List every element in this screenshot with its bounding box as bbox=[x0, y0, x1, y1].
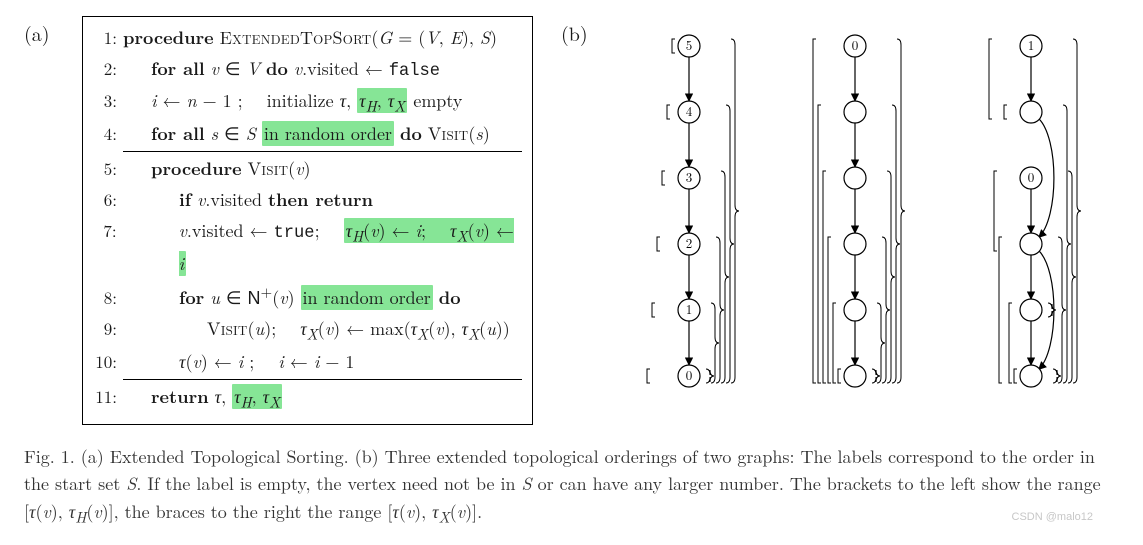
line-body: return τ, τH, τX bbox=[123, 382, 282, 415]
panel-a-label: (a) bbox=[24, 18, 58, 425]
graphs-panel: 5 4 3 2 1 0 0 1 0 bbox=[619, 16, 1119, 425]
svg-text:1: 1 bbox=[686, 299, 693, 318]
panel-b-label: (b) bbox=[561, 18, 595, 425]
line-number: 9: bbox=[93, 314, 117, 343]
line-body: procedure ExtendedTopSort(G = (V, E), S) bbox=[123, 23, 497, 54]
algorithm-box: 1:procedure ExtendedTopSort(G = (V, E), … bbox=[82, 16, 533, 425]
svg-text:5: 5 bbox=[686, 35, 693, 54]
algo-line: 5:procedure Visit(v) bbox=[93, 154, 522, 185]
line-body: τ(v) ← i ; i ← i − 1 bbox=[123, 347, 354, 378]
algo-line: 2:for all v ∈ V do v.visited ← false bbox=[93, 54, 522, 86]
line-body: for all s ∈ S in random order do Visit(s… bbox=[123, 119, 490, 150]
algo-line: 9:Visit(u); τX(v) ← max(τX(v), τX(u)) bbox=[93, 314, 522, 347]
figure-row: (a) 1:procedure ExtendedTopSort(G = (V, … bbox=[24, 16, 1119, 425]
algo-line: 3:i ← n − 1 ; initialize τ, τH, τX empty bbox=[93, 86, 522, 119]
algo-line: 10:τ(v) ← i ; i ← i − 1 bbox=[93, 347, 522, 378]
algo-line: 11:return τ, τH, τX bbox=[93, 382, 522, 415]
watermark-text: CSDN @malo12 bbox=[1012, 511, 1093, 523]
line-number: 11: bbox=[93, 382, 117, 411]
line-body: for all v ∈ V do v.visited ← false bbox=[123, 54, 440, 86]
graphs-svg: 5 4 3 2 1 0 0 1 0 bbox=[619, 16, 1119, 416]
algo-line: 6:if v.visited then return bbox=[93, 185, 522, 216]
line-body: i ← n − 1 ; initialize τ, τH, τX empty bbox=[123, 86, 462, 119]
svg-text:0: 0 bbox=[686, 365, 693, 384]
svg-text:0: 0 bbox=[852, 35, 859, 54]
line-number: 10: bbox=[93, 347, 117, 376]
svg-text:2: 2 bbox=[686, 233, 693, 252]
line-number: 4: bbox=[93, 119, 117, 148]
algo-line: 1:procedure ExtendedTopSort(G = (V, E), … bbox=[93, 23, 522, 54]
svg-text:4: 4 bbox=[686, 101, 693, 120]
line-number: 2: bbox=[93, 54, 117, 83]
algo-line: 7:v.visited ← true; τH(v) ← i; τX(v) ← i bbox=[93, 216, 522, 280]
line-number: 8: bbox=[93, 283, 117, 312]
line-number: 1: bbox=[93, 23, 117, 52]
svg-text:3: 3 bbox=[686, 167, 693, 186]
algo-line: 8:for u ∈ N+(v) in random order do bbox=[93, 279, 522, 314]
line-number: 6: bbox=[93, 185, 117, 214]
line-body: if v.visited then return bbox=[123, 185, 373, 216]
line-body: procedure Visit(v) bbox=[123, 154, 310, 185]
line-body: v.visited ← true; τH(v) ← i; τX(v) ← i bbox=[123, 216, 522, 280]
algo-line: 4:for all s ∈ S in random order do Visit… bbox=[93, 119, 522, 150]
line-body: Visit(u); τX(v) ← max(τX(v), τX(u)) bbox=[123, 314, 510, 347]
svg-text:1: 1 bbox=[1028, 35, 1035, 54]
line-body: for u ∈ N+(v) in random order do bbox=[123, 279, 461, 314]
svg-text:0: 0 bbox=[1028, 167, 1035, 186]
line-number: 5: bbox=[93, 154, 117, 183]
line-number: 7: bbox=[93, 216, 117, 245]
figure-caption: Fig. 1. (a) Extended Topological Sorting… bbox=[24, 443, 1119, 530]
line-number: 3: bbox=[93, 86, 117, 115]
